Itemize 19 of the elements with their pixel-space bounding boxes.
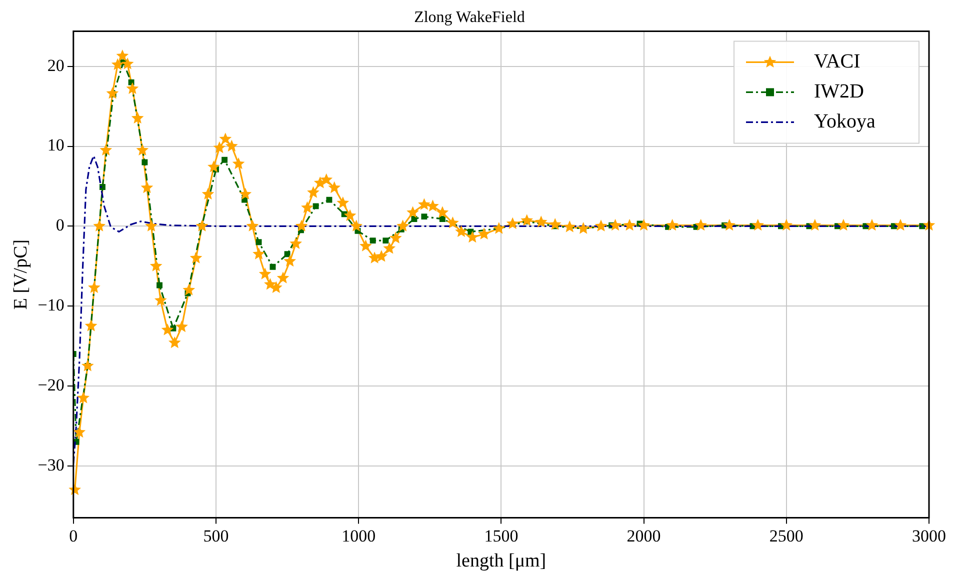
x-tick-label: 1500 xyxy=(484,526,518,546)
x-axis-title: length [μm] xyxy=(456,550,546,572)
legend-label: IW2D xyxy=(814,80,864,102)
y-tick-label: −30 xyxy=(38,455,64,474)
y-tick-label: −20 xyxy=(38,375,64,394)
legend-label: VACI xyxy=(814,50,860,72)
y-tick-label: −10 xyxy=(38,296,64,315)
x-tick-label: 2000 xyxy=(626,526,661,546)
x-tick-label: 1000 xyxy=(342,526,376,546)
x-tick-label: 500 xyxy=(203,526,229,546)
y-tick-label: 20 xyxy=(47,56,64,75)
y-axis-title: E [V/pC] xyxy=(10,239,32,310)
y-tick-label: 0 xyxy=(56,216,64,235)
chart-title: Zlong WakeField xyxy=(414,8,525,26)
x-tick-label: 0 xyxy=(69,526,78,546)
legend-label: Yokoya xyxy=(814,110,876,132)
y-tick-label: 10 xyxy=(47,136,64,155)
x-tick-label: 3000 xyxy=(912,526,946,546)
x-tick-label: 2500 xyxy=(769,526,804,546)
